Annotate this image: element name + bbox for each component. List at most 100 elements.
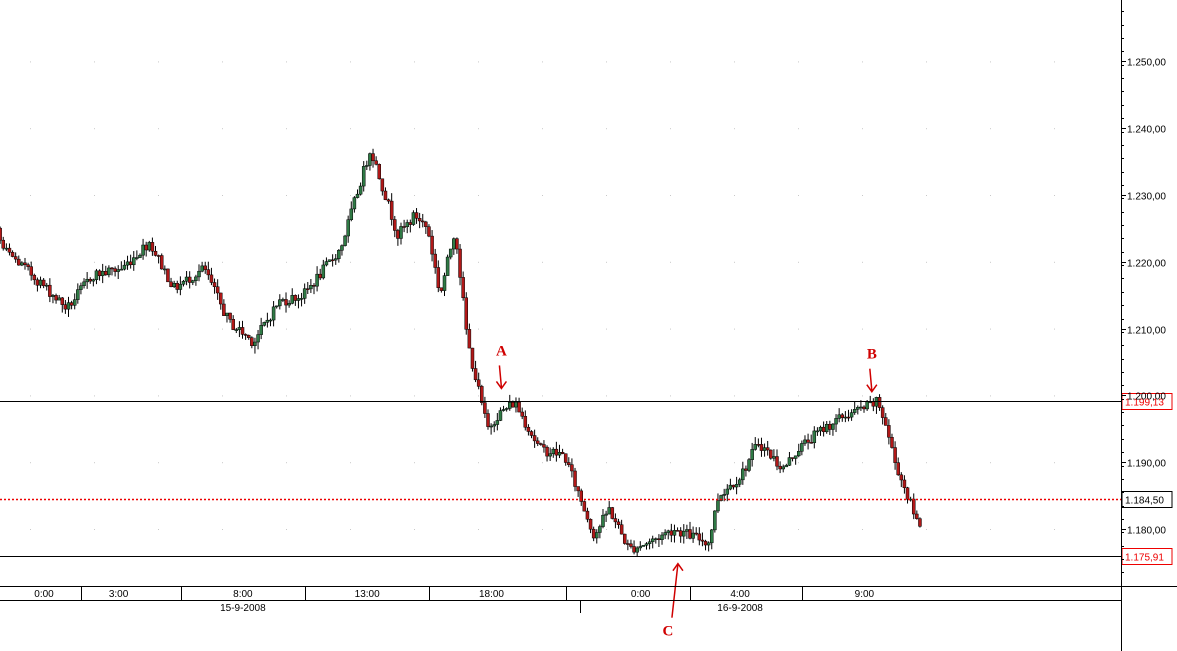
annotations: A B C (495, 343, 878, 640)
candle-body (464, 297, 469, 330)
candle-body (887, 425, 891, 438)
grid-dot (286, 529, 287, 530)
grid-dot (542, 195, 543, 196)
level-price-label: 1.175,91 (1125, 553, 1164, 564)
candle-body (539, 443, 543, 445)
candle-body (685, 529, 689, 532)
grid-dot (30, 61, 31, 63)
candle-body (113, 268, 117, 272)
grid-dot (1054, 195, 1055, 196)
candle-body (641, 544, 646, 547)
candle-body (660, 534, 664, 540)
candle-body (125, 261, 130, 266)
grid-dot (414, 328, 415, 330)
candle-body (13, 256, 18, 260)
candle-body (417, 218, 422, 222)
grid-dot (798, 261, 799, 263)
grid-dot (798, 128, 799, 130)
candle-body (629, 543, 633, 547)
candle-body (709, 529, 714, 544)
grid-dot (478, 395, 479, 397)
candle-body (859, 406, 863, 409)
candle-body (498, 410, 503, 421)
candle-body (793, 455, 798, 459)
candle-body (604, 513, 608, 516)
candle-body (299, 298, 304, 300)
candle-body (10, 251, 15, 257)
candle-body (483, 402, 487, 414)
candle-body (747, 459, 751, 471)
candle-body (470, 347, 475, 369)
grid-dot (734, 395, 735, 397)
grid-dot (478, 128, 479, 130)
grid-dot (670, 261, 671, 263)
candle-body (529, 431, 534, 436)
grid-dot (926, 195, 927, 196)
grid-dot (478, 328, 479, 330)
grid-dot (606, 128, 607, 130)
grid-dot (542, 395, 543, 397)
grid-dot (94, 395, 95, 397)
candle-body (678, 530, 683, 537)
candle-body (691, 532, 695, 539)
candle-body (383, 190, 388, 201)
candle-body (166, 268, 170, 283)
grid-dot (990, 261, 991, 263)
candle-body (51, 295, 55, 297)
candle-body (598, 526, 602, 533)
grid-dot (222, 328, 223, 330)
grid-dot (542, 261, 543, 263)
annotation-label: B (867, 347, 877, 363)
grid-dot (30, 328, 31, 330)
candle-body (100, 271, 105, 277)
candle-body (215, 286, 220, 294)
x-time-label: 9:00 (855, 589, 875, 600)
candle-body (302, 288, 307, 299)
candle-body (890, 437, 894, 448)
grid-dot (734, 195, 735, 196)
grid-dot (286, 128, 287, 130)
grid-dot (350, 261, 351, 263)
time-axis: 0:00 3:00 8:00 13:00 18:00 0:00 4:00 9:00 15-9-2… (34, 586, 875, 614)
grid-dot (414, 261, 415, 263)
grid-dot (222, 462, 223, 464)
candle-body (517, 401, 521, 413)
grid-dot (990, 529, 991, 530)
candle-body (219, 292, 223, 305)
candle-body (82, 281, 86, 287)
y-tick-label: 1.230,00 (1127, 192, 1166, 203)
grid-dot (414, 128, 415, 130)
candle-body (250, 337, 254, 346)
candle-body (1, 239, 5, 249)
candle-body (259, 325, 263, 335)
grid-dot (350, 529, 351, 530)
candle-body (209, 274, 214, 283)
grid-dot (30, 395, 31, 397)
candle-body (806, 439, 810, 443)
candle-body (306, 288, 310, 290)
candle-body (20, 262, 24, 266)
annotation-arrow-icon (498, 365, 503, 388)
candle-body (666, 530, 670, 533)
candle-body (312, 285, 316, 287)
candle-body (343, 235, 347, 246)
y-tick-label: 1.200,00 (1127, 392, 1166, 403)
candle-body (567, 462, 571, 465)
candle-body (144, 244, 148, 251)
candle-body (911, 498, 916, 515)
grid-dot (862, 128, 863, 130)
candle-body (893, 447, 897, 463)
candle-body (327, 259, 332, 262)
candle-body (682, 531, 686, 537)
annotation-label: A (496, 343, 507, 359)
grid-dot (862, 261, 863, 263)
grid-dot (926, 529, 927, 530)
candle-body (476, 379, 481, 387)
annotation-arrow-icon (671, 563, 679, 618)
candle-body (309, 285, 313, 290)
candle-body (582, 501, 587, 512)
candle-body (626, 543, 630, 545)
grid-dot (414, 529, 415, 530)
candle-body (675, 530, 680, 532)
grid-dot (542, 328, 543, 330)
